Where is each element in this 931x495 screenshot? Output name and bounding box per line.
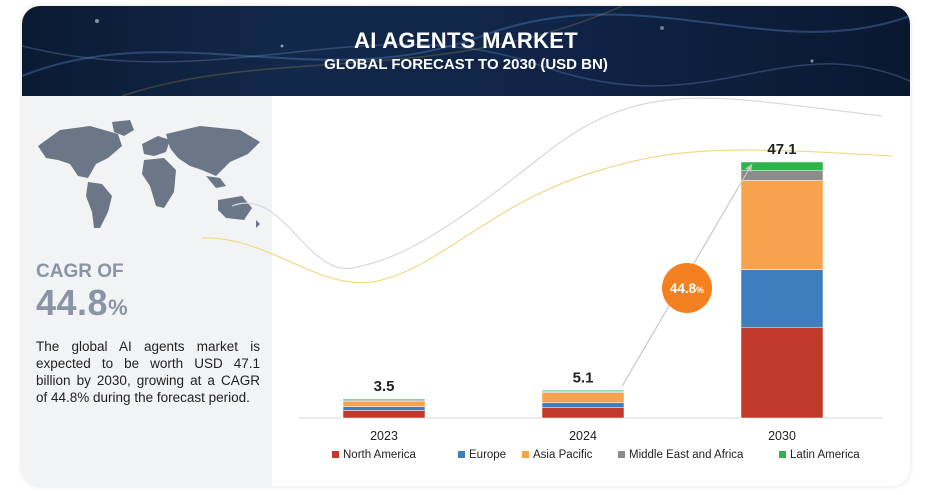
bar-total-label: 3.5 xyxy=(374,378,395,395)
infographic-card: AI AGENTS MARKET GLOBAL FORECAST TO 2030… xyxy=(22,6,910,486)
decorative-swoosh xyxy=(201,149,893,284)
chart-title: AI AGENTS MARKET xyxy=(354,28,578,53)
cagr-bubble-label: 44.8% xyxy=(670,281,704,296)
cagr-bubble xyxy=(662,263,712,313)
stacked-bar-chart: 3.5 2023 5.1 2024 47.1 2030 44.8% North America… xyxy=(201,97,893,461)
bar-segment xyxy=(342,398,426,401)
world-map-icon xyxy=(38,120,260,228)
legend-label: Europe xyxy=(469,449,506,461)
cagr-unit: % xyxy=(108,295,129,320)
legend-label: North America xyxy=(343,449,416,461)
growth-arrow-head xyxy=(745,164,752,172)
market-description: The global AI agents market is expected … xyxy=(36,339,260,405)
bar-segment xyxy=(740,269,824,328)
left-panel: CAGR OF 44.8% The global AI agents marke… xyxy=(22,96,272,486)
bar-segment xyxy=(740,170,824,181)
chart-subtitle: GLOBAL FORECAST TO 2030 (USD BN) xyxy=(324,56,608,73)
bar-total-label: 47.1 xyxy=(767,141,796,158)
legend-swatch xyxy=(458,451,465,458)
bar-segment xyxy=(541,390,625,392)
cagr-number: 44.8 xyxy=(36,282,109,323)
legend-swatch xyxy=(522,451,529,458)
bar-segment xyxy=(541,392,625,404)
bar-segment xyxy=(342,406,426,411)
decorative-swoosh xyxy=(231,97,883,269)
cagr-value: 44.8% xyxy=(36,282,128,324)
bar-segment xyxy=(541,407,625,419)
cagr-bubble-unit: % xyxy=(696,285,704,295)
bar-segment xyxy=(740,161,824,171)
bar-total-label: 5.1 xyxy=(573,369,594,386)
legend-label: Latin America xyxy=(790,449,860,461)
legend-swatch xyxy=(332,451,339,458)
banner-light-streaks xyxy=(22,6,910,96)
x-tick-label: 2023 xyxy=(370,429,398,443)
bar-segment xyxy=(740,180,824,270)
legend-swatch xyxy=(779,451,786,458)
x-tick-label: 2030 xyxy=(768,429,796,443)
bar-segment xyxy=(342,400,426,407)
cagr-label: CAGR OF xyxy=(36,261,124,282)
legend-swatch xyxy=(618,451,625,458)
bar-segment xyxy=(342,410,426,419)
bar-segment xyxy=(740,326,824,419)
legend-label: Asia Pacific xyxy=(533,449,593,461)
header-banner: AI AGENTS MARKET GLOBAL FORECAST TO 2030… xyxy=(22,6,910,96)
bar-segment xyxy=(541,402,625,408)
x-tick-label: 2024 xyxy=(569,429,597,443)
legend-label: Middle East and Africa xyxy=(629,449,744,461)
